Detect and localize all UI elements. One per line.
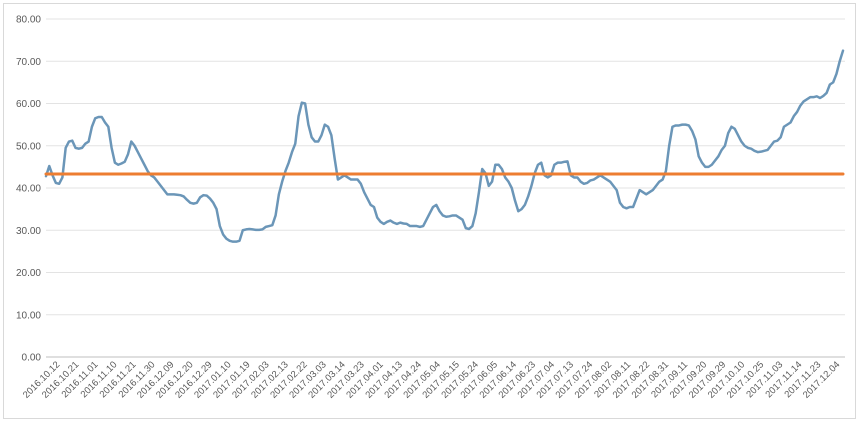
y-tick-label: 40.00 (16, 184, 41, 195)
y-tick-label: 50.00 (16, 141, 41, 152)
y-tick-label: 80.00 (16, 15, 41, 26)
y-tick-label: 30.00 (16, 226, 41, 237)
y-axis-tick-labels: 0.00 10.00 20.00 30.00 40.00 50.00 60.00 70.00 8… (16, 15, 41, 364)
y-tick-label: 20.00 (16, 268, 41, 279)
series-lines (44, 49, 845, 243)
y-tick-label: 70.00 (16, 57, 41, 68)
y-tick-label: 60.00 (16, 99, 41, 110)
x-axis-tick-labels: 2016.10.122016.10.212016.11.012016.11.10… (21, 359, 842, 400)
y-tick-label: 0.00 (22, 353, 42, 364)
line-chart: 0.00 10.00 20.00 30.00 40.00 50.00 60.00 70.00 8… (16, 15, 845, 401)
series-line-main (44, 49, 845, 243)
chart-frame: 0.00 10.00 20.00 30.00 40.00 50.00 60.00 70.00 8… (3, 3, 856, 419)
y-tick-label: 10.00 (16, 310, 41, 321)
gridlines (46, 18, 845, 358)
